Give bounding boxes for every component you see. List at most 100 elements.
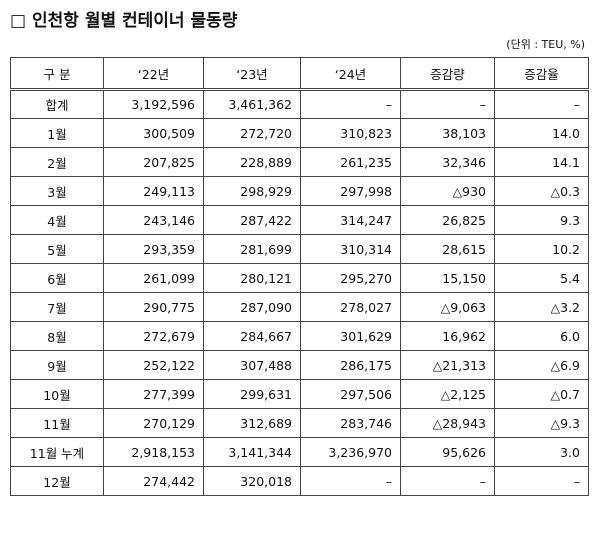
table-cell: 228,889: [203, 147, 301, 177]
table-cell: –: [494, 89, 589, 119]
table-row: 4월 243,146 287,422 314,247 26,825 9.3: [10, 205, 589, 235]
table-cell: 249,113: [103, 176, 204, 206]
data-table: 구 분 ‘22년 ‘23년 ‘24년 증감량 증감율 합계 3,192,596 3,461,3…: [10, 57, 589, 496]
table-cell: 95,626: [400, 437, 495, 467]
table-row: 5월 293,359 281,699 310,314 28,615 10.2: [10, 234, 589, 264]
table-cell: 26,825: [400, 205, 495, 235]
table-cell: –: [400, 89, 495, 119]
row-label: 10월: [10, 379, 104, 409]
table-cell: 301,629: [300, 321, 401, 351]
row-label: 합계: [10, 89, 104, 119]
table-row: 7월 290,775 287,090 278,027 △9,063 △3.2: [10, 292, 589, 322]
table-row: 10월 277,399 299,631 297,506 △2,125 △0.7: [10, 379, 589, 409]
table-cell: 281,699: [203, 234, 301, 264]
table-cell: 280,121: [203, 263, 301, 293]
table-cell: 2,918,153: [103, 437, 204, 467]
column-header: ‘23년: [203, 57, 301, 91]
table-cell: –: [300, 89, 401, 119]
title: □ 인천항 월별 컨테이너 물동량: [10, 11, 238, 31]
table-row: 2월 207,825 228,889 261,235 32,346 14.1: [10, 147, 589, 177]
table-cell: 310,314: [300, 234, 401, 264]
table-cell: 283,746: [300, 408, 401, 438]
table-cell: 9.3: [494, 205, 589, 235]
column-header: 구 분: [10, 57, 104, 91]
unit-note: (단위 : TEU, %): [506, 38, 585, 51]
table-cell: 3,192,596: [103, 89, 204, 119]
table-cell: 261,235: [300, 147, 401, 177]
table-cell: –: [494, 466, 589, 496]
row-label: 12월: [10, 466, 104, 496]
table-cell: 272,720: [203, 118, 301, 148]
table-row: 6월 261,099 280,121 295,270 15,150 5.4: [10, 263, 589, 293]
table-row: 1월 300,509 272,720 310,823 38,103 14.0: [10, 118, 589, 148]
table-cell: 298,929: [203, 176, 301, 206]
table-row: 9월 252,122 307,488 286,175 △21,313 △6.9: [10, 350, 589, 380]
table-cell: 277,399: [103, 379, 204, 409]
row-label: 11월 누계: [10, 437, 104, 467]
row-label: 8월: [10, 321, 104, 351]
table-cell: 3,236,970: [300, 437, 401, 467]
column-header: 증감율: [494, 57, 589, 91]
table-cell: 32,346: [400, 147, 495, 177]
table-cell: △0.3: [494, 176, 589, 206]
row-label: 7월: [10, 292, 104, 322]
table-cell: 274,442: [103, 466, 204, 496]
table-cell: 314,247: [300, 205, 401, 235]
table-cell: 290,775: [103, 292, 204, 322]
table-cell: 297,998: [300, 176, 401, 206]
row-label: 2월: [10, 147, 104, 177]
table-cell: –: [300, 466, 401, 496]
table-cell: –: [400, 466, 495, 496]
table-cell: 16,962: [400, 321, 495, 351]
table-cell: 297,506: [300, 379, 401, 409]
table-row: 합계 3,192,596 3,461,362– – –: [10, 89, 589, 119]
table-row: 11월 누계 2,918,153 3,141,344 3,236,970 95,626 3…: [10, 437, 589, 467]
table-cell: 286,175: [300, 350, 401, 380]
column-header: ‘24년: [300, 57, 401, 91]
table-cell: △9,063: [400, 292, 495, 322]
table-cell: △28,943: [400, 408, 495, 438]
table-cell: △21,313: [400, 350, 495, 380]
table-cell: △9.3: [494, 408, 589, 438]
table-cell: 207,825: [103, 147, 204, 177]
header-row: 구 분 ‘22년 ‘23년 ‘24년 증감량 증감율: [10, 57, 589, 91]
table-cell: 320,018: [203, 466, 301, 496]
table-cell: 270,129: [103, 408, 204, 438]
table-cell: 310,823: [300, 118, 401, 148]
row-label: 6월: [10, 263, 104, 293]
row-label: 11월: [10, 408, 104, 438]
table-row: 3월 249,113 298,929 297,998 △930 △0.3: [10, 176, 589, 206]
row-label: 5월: [10, 234, 104, 264]
table-cell: 252,122: [103, 350, 204, 380]
table-cell: 272,679: [103, 321, 204, 351]
table-cell: 284,667: [203, 321, 301, 351]
column-header: ‘22년: [103, 57, 204, 91]
table-row: 8월 272,679 284,667 301,629 16,962 6.0: [10, 321, 589, 351]
table-cell: 3.0: [494, 437, 589, 467]
table-cell: 243,146: [103, 205, 204, 235]
row-label: 1월: [10, 118, 104, 148]
table-cell: △3.2: [494, 292, 589, 322]
table-cell: △6.9: [494, 350, 589, 380]
table-cell: 38,103: [400, 118, 495, 148]
table-cell: 3,461,362: [203, 89, 301, 119]
table-cell: 287,090: [203, 292, 301, 322]
table-cell: 278,027: [300, 292, 401, 322]
table-cell: 307,488: [203, 350, 301, 380]
table-body: 합계 3,192,596 3,461,362– – –1월 300,509 272,720 3…: [10, 89, 589, 496]
table-cell: 299,631: [203, 379, 301, 409]
column-header: 증감량: [400, 57, 495, 91]
table-cell: 5.4: [494, 263, 589, 293]
table-cell: 15,150: [400, 263, 495, 293]
table-cell: 14.1: [494, 147, 589, 177]
table-row: 11월 270,129 312,689 283,746 △28,943 △9.3: [10, 408, 589, 438]
row-label: 9월: [10, 350, 104, 380]
table-cell: 293,359: [103, 234, 204, 264]
table-cell: 312,689: [203, 408, 301, 438]
table-cell: △930: [400, 176, 495, 206]
table-cell: 3,141,344: [203, 437, 301, 467]
table-cell: 28,615: [400, 234, 495, 264]
table-row: 12월 274,442 320,018– – –: [10, 466, 589, 496]
